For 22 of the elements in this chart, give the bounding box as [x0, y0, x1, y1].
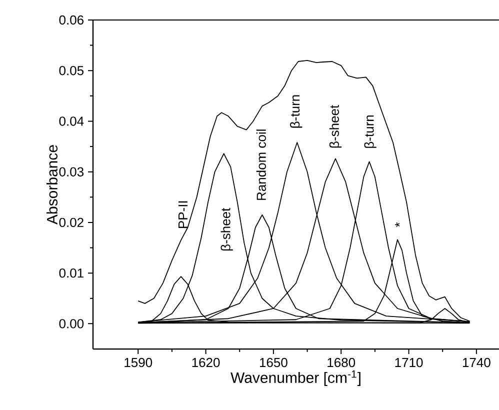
y-tick-label: 0.06	[59, 15, 84, 25]
x-tick-label: 1650	[260, 358, 288, 368]
x-tick-label: 1620	[192, 358, 220, 368]
y-axis-title: Absorbance	[46, 145, 58, 224]
annotation: β-turn	[290, 95, 302, 128]
x-tick-label: 1740	[462, 358, 490, 368]
x-axis-title: Wavenumber [cm$^{-1}$]	[230, 370, 360, 386]
annotation: β-sheet	[329, 104, 342, 148]
annotation: β-sheet	[220, 208, 233, 251]
y-tick-label: 0.03	[59, 167, 84, 176]
x-tick-label: 1710	[395, 358, 423, 368]
x-tick-label: 1680	[328, 358, 356, 368]
y-tick-label: 0.01	[59, 268, 84, 278]
annotation: PP-II	[178, 201, 188, 228]
annotation: β-turn	[364, 115, 376, 148]
y-tick-label: 0.02	[59, 218, 84, 228]
annotation: Random coil	[256, 130, 266, 200]
y-tick-label: 0.04	[59, 116, 84, 126]
y-tick-label: 0.00	[59, 319, 84, 328]
y-tick-label: 0.05	[59, 66, 84, 76]
x-tick-label: 1590	[124, 358, 152, 368]
annotation: *	[395, 222, 400, 227]
